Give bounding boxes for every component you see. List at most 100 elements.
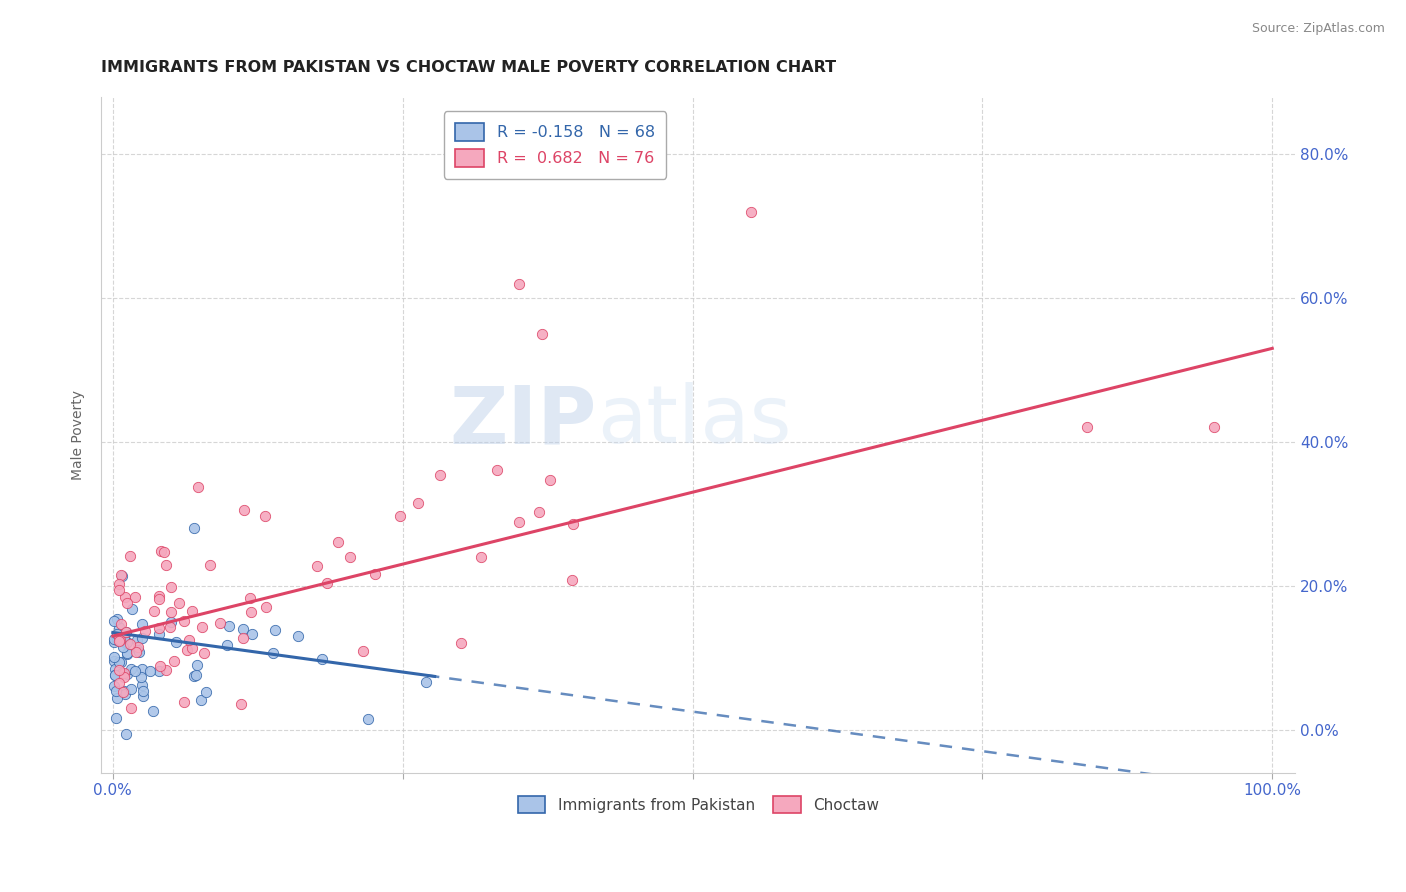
Point xyxy=(107,633,129,648)
Point xyxy=(176,643,198,657)
Point xyxy=(107,675,129,690)
Point xyxy=(315,575,337,590)
Point xyxy=(112,640,135,654)
Point xyxy=(187,480,209,494)
Point xyxy=(540,473,562,487)
Point xyxy=(173,695,195,709)
Point xyxy=(160,605,183,619)
Point xyxy=(254,509,277,524)
Point xyxy=(238,591,260,605)
Point xyxy=(194,685,217,699)
Text: ZIP: ZIP xyxy=(450,382,596,460)
Point xyxy=(148,591,170,606)
Point xyxy=(103,614,125,628)
Point xyxy=(112,665,135,680)
Point xyxy=(208,616,231,631)
Point xyxy=(364,567,387,582)
Point xyxy=(150,544,173,558)
Point xyxy=(112,630,135,644)
Point xyxy=(114,727,136,741)
Point xyxy=(1204,420,1226,434)
Point xyxy=(530,326,553,341)
Point xyxy=(232,632,254,646)
Text: Source: ZipAtlas.com: Source: ZipAtlas.com xyxy=(1251,22,1385,36)
Point xyxy=(114,590,136,604)
Point xyxy=(181,604,204,618)
Point xyxy=(470,550,492,565)
Point xyxy=(132,689,155,703)
Point xyxy=(326,535,349,549)
Point xyxy=(740,204,762,219)
Point xyxy=(125,645,148,659)
Point xyxy=(167,596,190,610)
Point xyxy=(103,635,125,649)
Point xyxy=(110,617,132,632)
Point xyxy=(152,544,174,558)
Point xyxy=(339,549,361,564)
Point xyxy=(114,671,136,685)
Point xyxy=(107,576,129,591)
Point xyxy=(105,691,128,706)
Point xyxy=(124,590,146,604)
Point xyxy=(183,669,205,683)
Point xyxy=(107,630,129,644)
Point xyxy=(103,679,125,693)
Point xyxy=(218,619,240,633)
Point xyxy=(191,620,214,634)
Point xyxy=(103,649,125,664)
Point xyxy=(264,624,287,638)
Point xyxy=(527,505,550,519)
Point xyxy=(173,615,195,629)
Point xyxy=(142,704,165,718)
Point xyxy=(118,549,141,563)
Point xyxy=(111,685,134,699)
Point xyxy=(139,664,162,678)
Point xyxy=(110,569,132,583)
Point xyxy=(103,632,125,646)
Point xyxy=(127,643,149,657)
Point xyxy=(107,663,129,677)
Point xyxy=(160,615,183,629)
Y-axis label: Male Poverty: Male Poverty xyxy=(72,390,86,480)
Point xyxy=(125,632,148,647)
Point xyxy=(155,558,177,573)
Point xyxy=(240,627,263,641)
Point xyxy=(159,580,181,594)
Point xyxy=(148,621,170,635)
Point xyxy=(105,632,128,647)
Point xyxy=(406,496,429,510)
Point xyxy=(108,655,131,669)
Point xyxy=(508,277,530,291)
Point xyxy=(120,701,142,715)
Point xyxy=(307,559,329,574)
Point xyxy=(117,666,139,681)
Point xyxy=(115,625,138,640)
Point xyxy=(124,664,146,678)
Point xyxy=(485,463,508,477)
Point xyxy=(103,662,125,676)
Point xyxy=(181,640,204,655)
Point xyxy=(388,508,411,523)
Point xyxy=(114,636,136,650)
Point xyxy=(131,661,153,675)
Point xyxy=(132,684,155,698)
Point xyxy=(155,663,177,677)
Point xyxy=(115,647,138,661)
Point xyxy=(131,678,153,692)
Point xyxy=(217,638,239,652)
Point xyxy=(352,644,374,658)
Point xyxy=(561,574,583,588)
Point xyxy=(110,655,132,669)
Point xyxy=(111,665,134,680)
Point xyxy=(131,617,153,632)
Point xyxy=(190,693,212,707)
Point xyxy=(148,627,170,641)
Point xyxy=(103,668,125,682)
Point xyxy=(193,646,215,660)
Point xyxy=(254,600,277,615)
Point xyxy=(562,517,585,532)
Point xyxy=(115,646,138,660)
Legend: Immigrants from Pakistan, Choctaw: Immigrants from Pakistan, Choctaw xyxy=(509,787,889,822)
Point xyxy=(177,632,200,647)
Point xyxy=(107,631,129,645)
